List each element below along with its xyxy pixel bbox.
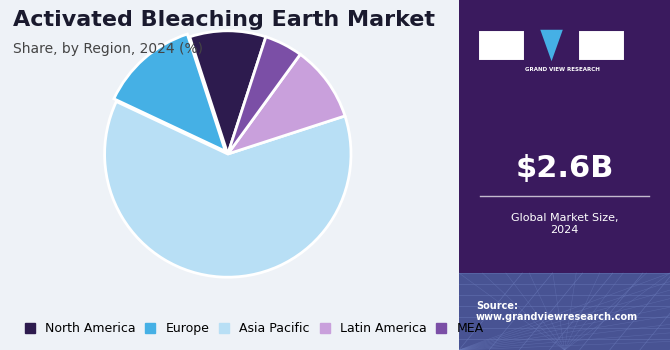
Text: Share, by Region, 2024 (%): Share, by Region, 2024 (%) [13, 42, 204, 56]
Text: $2.6B: $2.6B [515, 154, 614, 182]
FancyBboxPatch shape [578, 30, 624, 61]
Wedge shape [228, 37, 300, 154]
Wedge shape [190, 31, 266, 154]
Wedge shape [114, 34, 225, 151]
FancyBboxPatch shape [459, 273, 670, 350]
Text: Global Market Size,
2024: Global Market Size, 2024 [511, 213, 618, 235]
Wedge shape [105, 102, 351, 277]
Polygon shape [540, 30, 563, 61]
Wedge shape [228, 54, 345, 154]
Text: GRAND VIEW RESEARCH: GRAND VIEW RESEARCH [525, 67, 600, 72]
FancyBboxPatch shape [459, 0, 670, 350]
Text: Source:
www.grandviewresearch.com: Source: www.grandviewresearch.com [476, 301, 638, 322]
Text: Activated Bleaching Earth Market: Activated Bleaching Earth Market [13, 10, 436, 30]
Legend: North America, Europe, Asia Pacific, Latin America, MEA: North America, Europe, Asia Pacific, Lat… [19, 317, 488, 340]
FancyBboxPatch shape [478, 30, 525, 61]
